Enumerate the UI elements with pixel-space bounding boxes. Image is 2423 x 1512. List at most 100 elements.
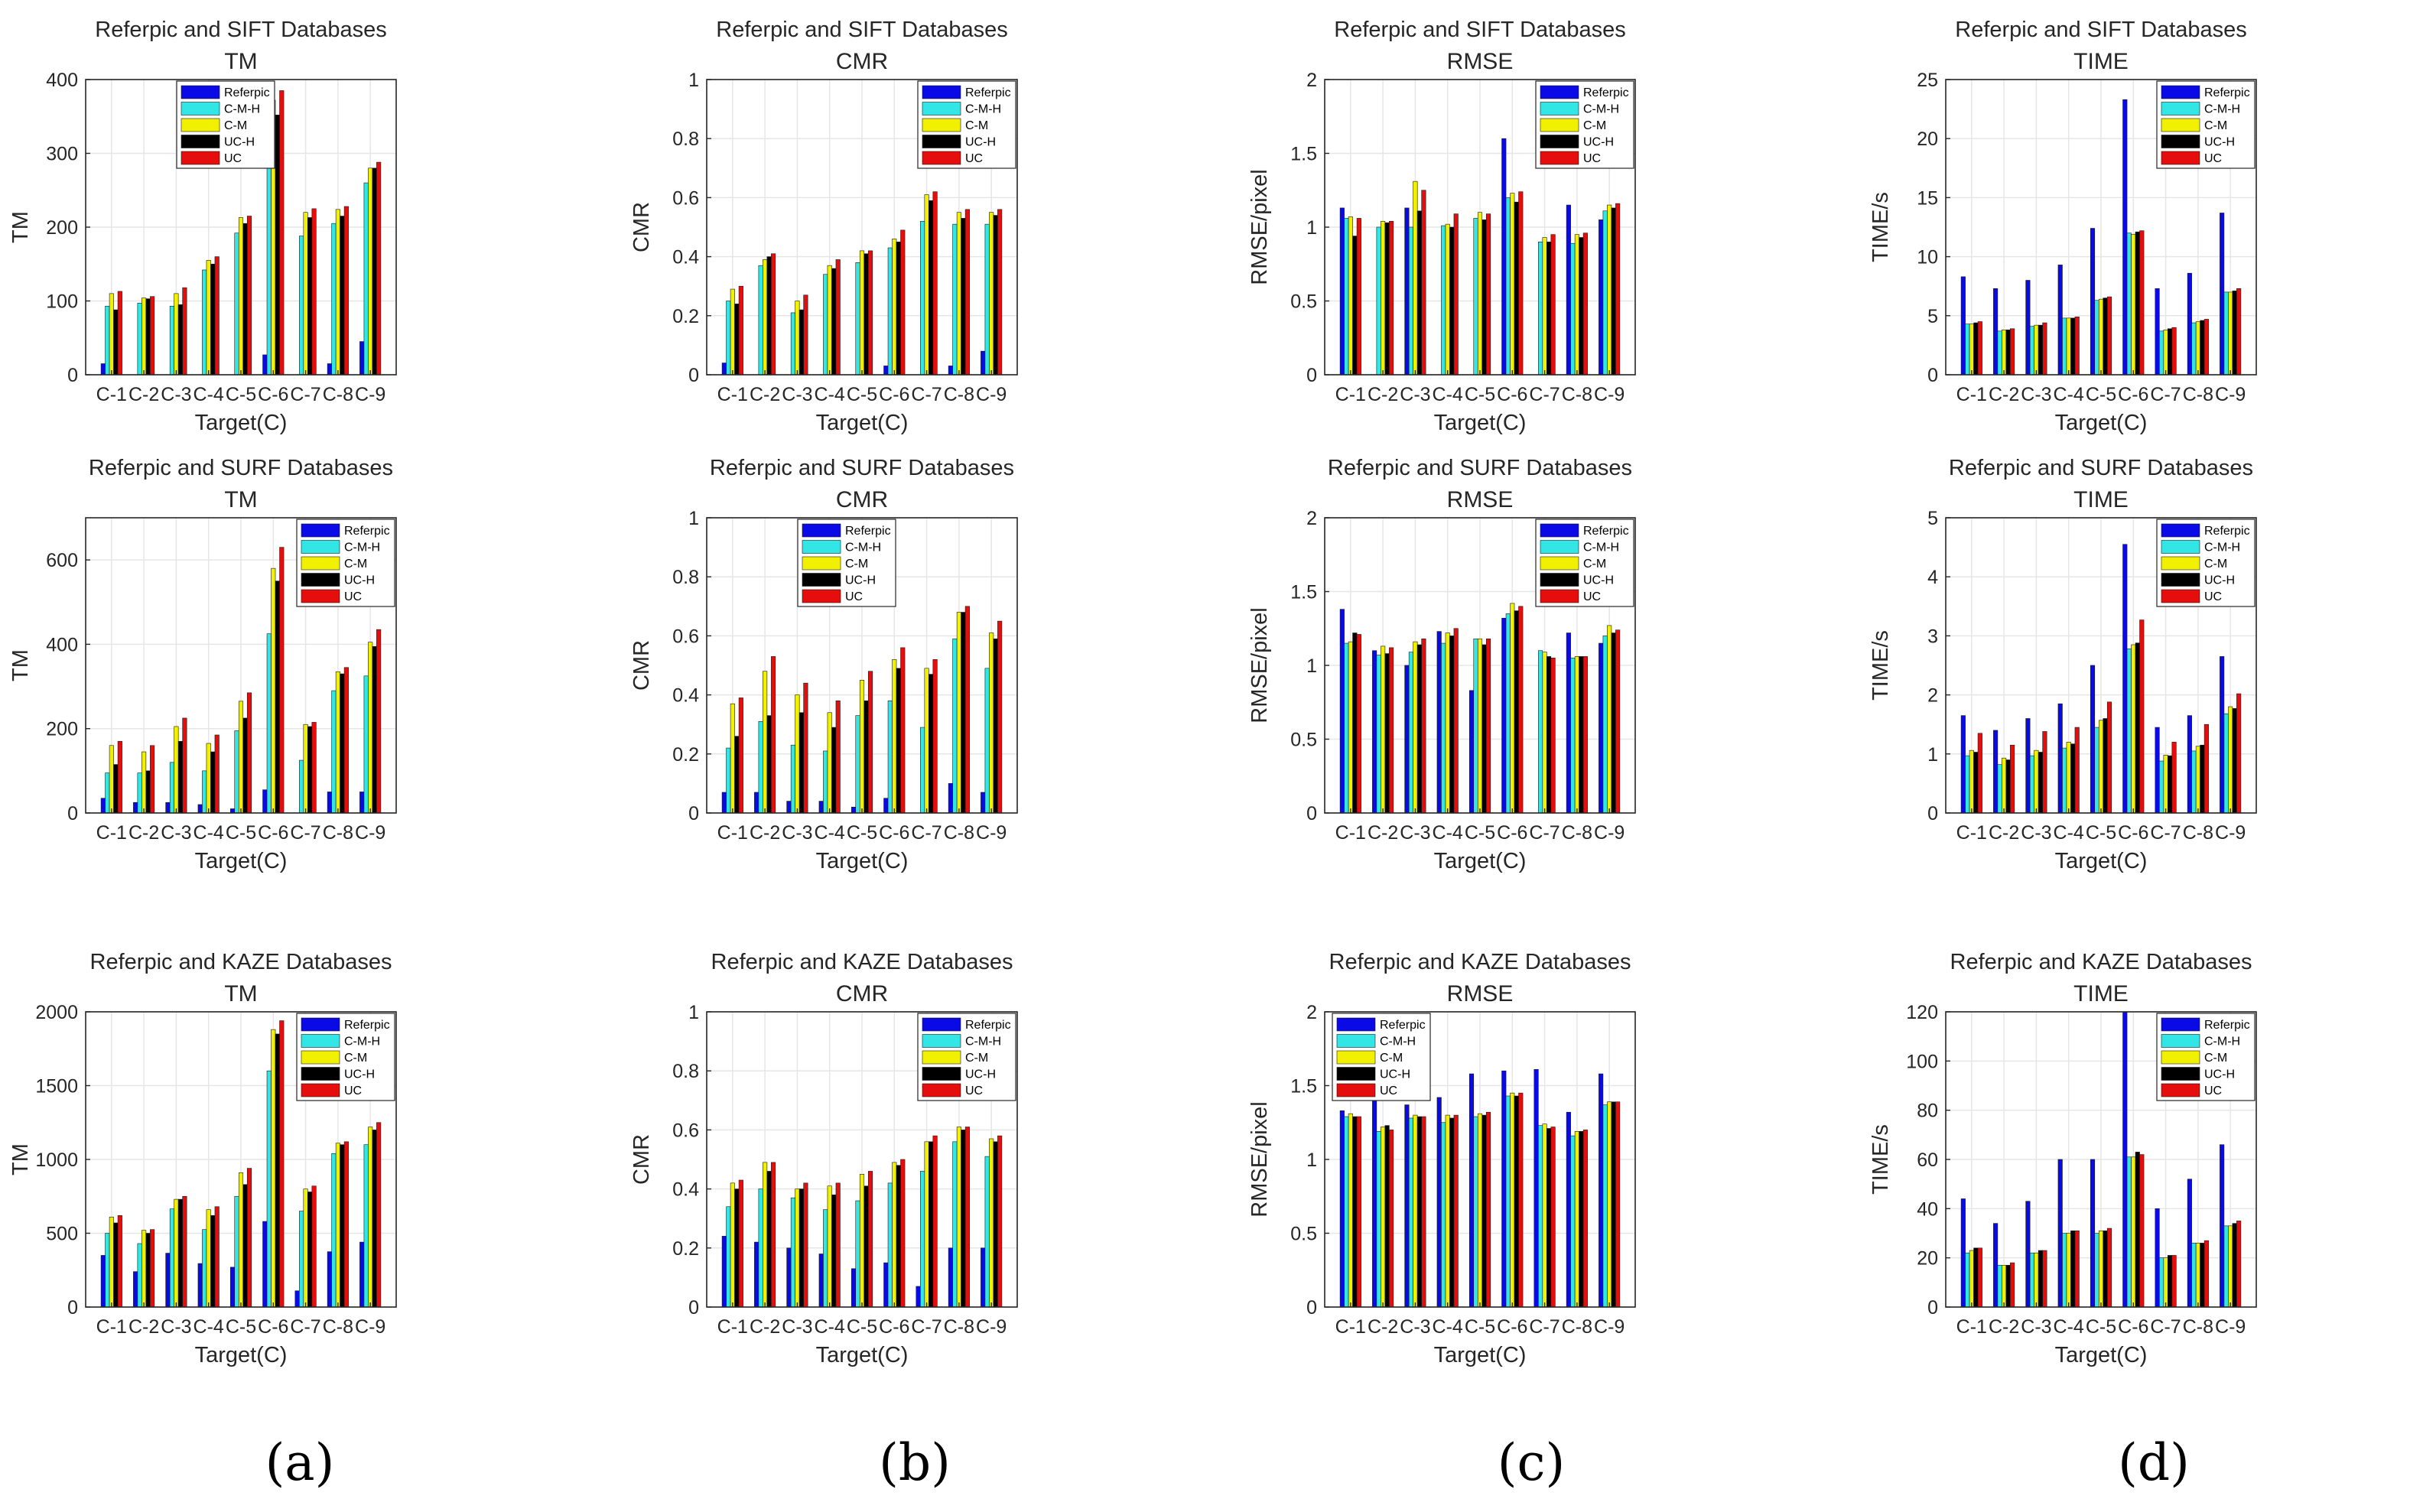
bar-c-m	[2228, 291, 2233, 376]
y-tick-label: 120	[1906, 1002, 1938, 1023]
bar-referpic	[1501, 617, 1507, 814]
bar-c-m	[795, 694, 800, 814]
bar-uc	[2074, 317, 2080, 376]
bar-c-m-h	[1441, 642, 1446, 814]
bar-referpic	[1599, 642, 1604, 814]
legend-swatch-uc-h	[1540, 135, 1579, 148]
x-axis-label: Target(C)	[2055, 849, 2148, 873]
bar-uc-h	[961, 612, 966, 814]
bar-uc	[343, 206, 349, 376]
x-tick-label: C-2	[1989, 822, 2019, 844]
bar-uc-h	[2135, 1152, 2140, 1308]
bar-c-m-h	[2062, 317, 2067, 376]
x-tick-label: C-9	[2215, 384, 2246, 405]
bar-referpic	[359, 792, 365, 814]
bar-c-m-h	[1408, 226, 1413, 376]
legend-swatch-uc-h	[802, 573, 841, 587]
legend-swatch-c-m	[301, 1050, 340, 1065]
x-axis-label: Target(C)	[2055, 1343, 2148, 1367]
legend-swatch-c-m	[922, 1050, 961, 1065]
bar-c-m-h	[1376, 1131, 1381, 1308]
x-tick-label: C-2	[1368, 822, 1398, 844]
x-tick-label: C-2	[1368, 384, 1398, 405]
bar-c-m-h	[1408, 652, 1413, 814]
bar-c-m	[2034, 1252, 2039, 1308]
x-tick-label: C-1	[1956, 384, 1987, 405]
legend-label-referpic: Referpic	[845, 525, 891, 538]
bar-uc-h	[2103, 1230, 2108, 1308]
bar-c-m	[1413, 180, 1418, 376]
legend-label-uc: UC	[2204, 1084, 2222, 1097]
y-tick-label: 1500	[35, 1076, 78, 1097]
x-tick-label: C-6	[258, 822, 288, 844]
bar-uc-h	[307, 217, 313, 376]
bar-referpic	[1468, 1073, 1475, 1308]
bar-uc-h	[1352, 632, 1358, 814]
legend-label-uc: UC	[1380, 1084, 1397, 1097]
x-tick-label: C-9	[976, 1316, 1007, 1338]
bar-uc	[1485, 638, 1491, 814]
y-tick-label: 2000	[35, 1002, 78, 1023]
legend: Referpic C-M-H C-M UC-H UC	[917, 80, 1016, 169]
bar-uc	[2106, 701, 2112, 814]
legend-swatch-uc-h	[1336, 1067, 1376, 1081]
chart-panel-2: 00.20.40.60.81C-1 C-2 C-3 C-4 C-5 C-6 C-7 C-8 C-…	[629, 18, 1018, 435]
x-tick-label: C-5	[226, 1316, 256, 1338]
bar-c-m-h	[1965, 755, 1970, 814]
legend-label-c-m-h: C-M-H	[965, 1036, 1001, 1049]
chart-panel-9: 0 500 1000 1500 2000 C-1 C-2 C-3 C-4 C-5 C-6 C-7 C-8…	[8, 950, 397, 1367]
x-tick-label: C-6	[258, 1316, 288, 1338]
y-tick-label: 0.6	[672, 1120, 699, 1141]
bar-c-m-h	[2126, 232, 2132, 376]
legend-label-uc-h: UC-H	[1583, 574, 1614, 587]
legend-swatch-uc-h	[301, 1067, 340, 1081]
bar-uc-h	[307, 726, 313, 814]
bar-c-m-h	[266, 1070, 272, 1308]
bar-uc-h	[1416, 210, 1422, 376]
bar-referpic	[2090, 228, 2096, 376]
chart-title: Referpic and KAZE Databases	[90, 950, 392, 974]
bar-c-m	[2131, 644, 2136, 814]
x-tick-label: C-4	[2054, 822, 2084, 844]
chart-subtitle: TM	[224, 49, 257, 74]
bar-referpic	[1993, 288, 1999, 376]
bar-c-m-h	[137, 772, 142, 814]
bar-c-m	[174, 293, 179, 376]
bar-uc	[1389, 1130, 1394, 1308]
bar-referpic	[2025, 718, 2031, 814]
bar-referpic	[2155, 1208, 2160, 1308]
bar-c-m-h	[331, 690, 337, 814]
bar-referpic	[2025, 280, 2031, 376]
bar-referpic	[916, 1286, 921, 1308]
bar-uc	[117, 1215, 122, 1308]
bar-uc-h	[2038, 324, 2043, 376]
legend-swatch-c-m-h	[922, 102, 961, 115]
bar-uc-h	[2168, 328, 2173, 376]
bar-c-m-h	[952, 223, 958, 376]
bar-c-m	[1348, 641, 1353, 814]
bar-uc-h	[1611, 632, 1616, 814]
bar-c-m-h	[887, 247, 893, 376]
chart-title: Referpic and SURF Databases	[710, 456, 1014, 480]
bar-referpic	[1404, 1104, 1410, 1308]
bar-c-m-h	[887, 701, 893, 814]
bar-uc	[182, 717, 187, 814]
bar-c-m	[271, 1029, 276, 1308]
bar-c-m-h	[234, 1195, 239, 1308]
bar-uc	[343, 667, 349, 814]
bar-referpic	[721, 792, 727, 814]
x-tick-label: C-2	[750, 822, 780, 844]
bar-c-m	[335, 209, 340, 376]
bar-c-m	[1542, 652, 1547, 814]
bar-uc-h	[896, 668, 901, 814]
bar-c-m	[303, 1188, 308, 1308]
bar-c-m	[141, 751, 147, 814]
bar-uc	[376, 629, 382, 814]
chart-panel-6: 00.20.40.60.81C-1 C-2 C-3 C-4 C-5 C-6 C-7 C-8 C-…	[629, 456, 1018, 873]
legend-label-referpic: Referpic	[224, 86, 270, 99]
bar-c-m	[2195, 1243, 2200, 1308]
legend: Referpic C-M-H C-M UC-H UC	[2156, 80, 2256, 169]
x-tick-label: C-6	[879, 1316, 909, 1338]
bar-c-m	[989, 212, 994, 376]
bar-uc-h	[1514, 201, 1519, 376]
